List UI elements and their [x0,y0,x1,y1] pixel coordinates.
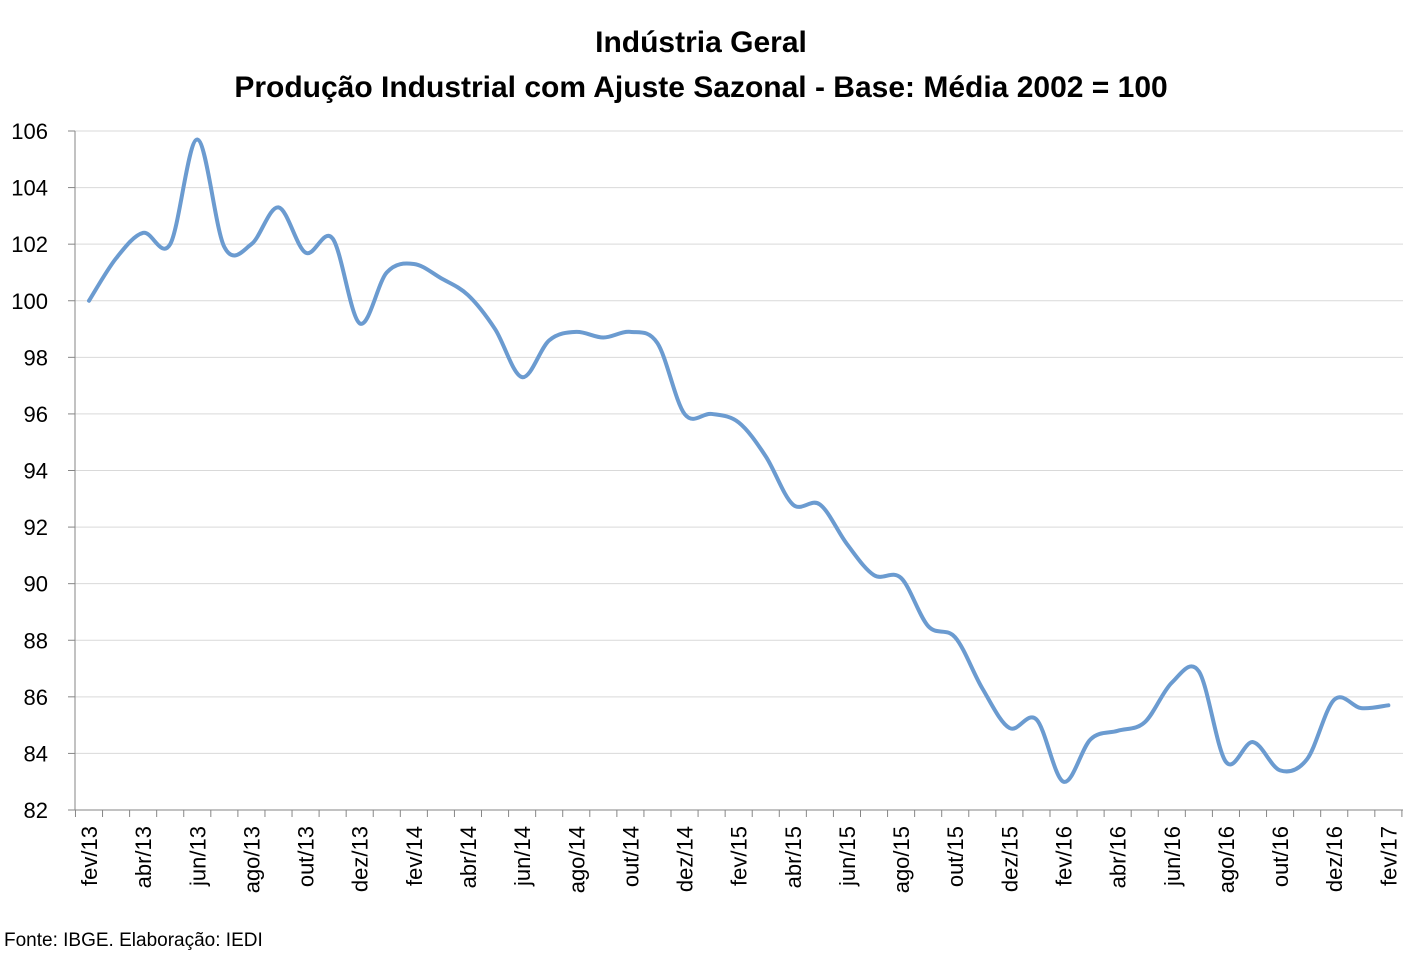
data-point [1332,698,1336,702]
data-point [1089,737,1093,741]
y-tick-label: 86 [24,685,48,710]
x-tick-label: abr/16 [1106,826,1131,888]
data-point [520,375,524,379]
x-tick-label: out/15 [943,826,968,887]
series-layer [87,137,1391,784]
x-tick-label: abr/13 [131,826,156,888]
source-note: Fonte: IBGE. Elaboração: IEDI [4,930,263,951]
x-tick-label: jun/15 [835,826,860,887]
y-tick-label: 90 [24,572,48,597]
x-axis-tick-labels: fev/13 abr/13 jun/13 ago/13 out/13 dez/13 fev/… [77,826,1401,893]
data-point [1278,768,1282,772]
line-chart: Indústria Geral Produção Industrial com … [11,26,1403,893]
x-tick-label: ago/15 [889,826,914,893]
data-point [953,635,957,639]
series-line [87,137,1391,784]
y-tick-label: 106 [11,119,48,144]
axes [68,130,1403,817]
data-point [1062,780,1066,784]
data-point [872,573,876,577]
data-point [683,412,687,416]
data-point [114,256,118,260]
data-point [222,245,226,249]
x-tick-label: dez/14 [673,826,698,892]
x-tick-label: dez/13 [348,826,373,892]
x-tick-label: fev/13 [77,826,102,886]
x-tick-label: abr/15 [781,826,806,888]
y-tick-label: 88 [24,628,48,653]
data-point [412,262,416,266]
y-tick-label: 100 [11,289,48,314]
y-tick-label: 98 [24,345,48,370]
x-tick-label: jun/13 [185,826,210,887]
data-point [276,205,280,209]
data-point [249,242,253,246]
x-tick-label: fev/14 [402,826,427,886]
x-tick-label: fev/17 [1376,826,1401,886]
data-point [304,251,308,255]
x-tick-label: out/14 [618,826,643,887]
data-point [628,330,632,334]
x-tick-label: jun/14 [510,826,535,887]
y-tick-label: 94 [24,459,48,484]
data-point [764,454,768,458]
data-point [331,237,335,241]
x-tick-label: out/16 [1268,826,1293,887]
x-tick-label: ago/14 [564,826,589,893]
x-tick-label: ago/16 [1214,826,1239,893]
chart-title: Indústria Geral [595,26,807,59]
data-point [141,231,145,235]
data-point [439,276,443,280]
data-point [845,542,849,546]
y-tick-label: 96 [24,402,48,427]
y-tick-label: 102 [11,232,48,257]
data-point [899,576,903,580]
data-point [195,137,199,141]
data-point [1034,717,1038,721]
data-point [1359,706,1363,710]
data-point [655,341,659,345]
chart-subtitle: Produção Industrial com Ajuste Sazonal -… [234,71,1167,104]
data-point [87,299,91,303]
x-tick-label: fev/16 [1052,826,1077,886]
y-tick-label: 104 [11,176,48,201]
data-point [791,502,795,506]
data-point [547,338,551,342]
y-axis-tick-labels: 82 84 86 88 90 92 94 96 98 100 102 104 106 [11,119,48,823]
data-point [601,336,605,340]
data-point [1170,681,1174,685]
data-point [1251,740,1255,744]
data-point [466,293,470,297]
data-point [574,330,578,334]
x-tick-label: dez/15 [997,826,1022,892]
data-point [1224,760,1228,764]
data-point [493,327,497,331]
y-tick-label: 82 [24,798,48,823]
data-point [168,242,172,246]
x-tick-label: abr/14 [456,826,481,888]
data-point [1197,669,1201,673]
x-tick-label: ago/13 [239,826,264,893]
data-point [737,420,741,424]
data-point [818,502,822,506]
data-point [1386,703,1390,707]
x-tick-label: fev/15 [727,826,752,886]
y-tick-label: 92 [24,515,48,540]
x-tick-label: out/13 [294,826,319,887]
data-point [385,270,389,274]
y-tick-label: 84 [24,741,48,766]
data-point [980,686,984,690]
x-tick-label: dez/16 [1322,826,1347,892]
x-tick-label: jun/16 [1160,826,1185,887]
data-point [710,412,714,416]
data-point [1143,720,1147,724]
data-point [1305,757,1309,761]
data-point [926,624,930,628]
data-point [1116,729,1120,733]
data-point [358,321,362,325]
gridlines [75,130,1403,754]
data-point [1007,726,1011,730]
